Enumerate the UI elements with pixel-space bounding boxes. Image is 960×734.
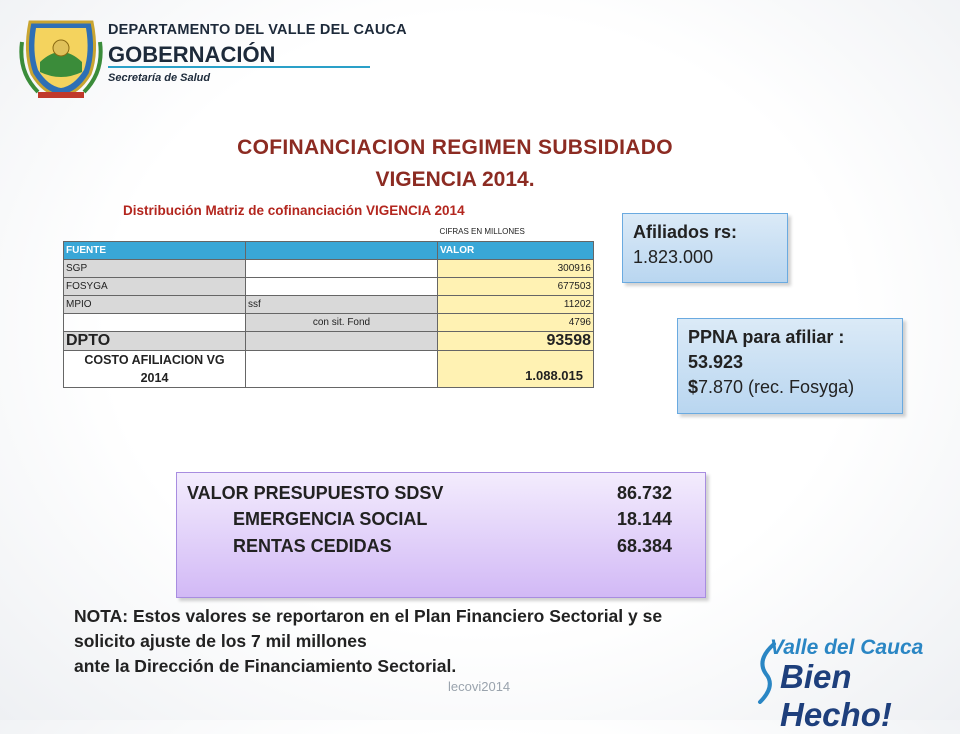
cofinancing-table: CIFRAS EN MILLONES FUENTE VALOR SGP 3009… (63, 223, 594, 388)
brand-logo-line1: Valle del Cauca (770, 636, 924, 659)
table-row-dpto: DPTO 93598 (63, 330, 594, 351)
table-row: MPIO ssf 11202 (63, 294, 594, 314)
row-fuente (63, 312, 246, 332)
org-secretariat-name: Secretaría de Salud (108, 72, 211, 84)
ppna-currency-symbol: $ (688, 377, 699, 397)
dpto-label: DPTO (63, 330, 246, 351)
header-divider (108, 66, 370, 68)
costo-valor: 1.088.015 (437, 349, 594, 388)
table-row: con sit. Fond 4796 (63, 312, 594, 332)
budget-box: VALOR PRESUPUESTO SDSV 86.732 EMERGENCIA… (176, 472, 706, 598)
budget-value: 86.732 (617, 483, 673, 503)
coat-of-arms-icon (18, 12, 104, 100)
row-fuente: FOSYGA (63, 276, 246, 296)
budget-label: RENTAS CEDIDAS (233, 536, 392, 556)
page-title-year: VIGENCIA 2014. (375, 168, 535, 191)
org-government-name: GOBERNACIÓN (108, 42, 276, 67)
row-valor: 300916 (437, 258, 594, 278)
ppna-count: 53.923 (688, 352, 744, 372)
table-row: FOSYGA 677503 (63, 276, 594, 296)
budget-row: RENTAS CEDIDAS 68.384 (177, 536, 705, 562)
table-subtitle: Distribución Matriz de cofinanciación VI… (123, 203, 465, 218)
table-row: SGP 300916 (63, 258, 594, 278)
row-valor: 4796 (437, 312, 594, 332)
costo-label: COSTO AFILIACION VG 2014 (63, 349, 246, 388)
column-header-fuente: FUENTE (63, 240, 246, 260)
brand-logo-line2: Bien Hecho! (780, 658, 892, 733)
budget-value: 68.384 (617, 536, 673, 556)
column-header-valor: VALOR (437, 240, 594, 260)
budget-row: VALOR PRESUPUESTO SDSV 86.732 (177, 483, 705, 509)
costo-label-line1: COSTO AFILIACION VG (84, 352, 225, 367)
note-text: NOTA: Estos valores se reportaron en el … (74, 604, 662, 679)
dpto-valor: 93598 (437, 330, 594, 351)
ppna-amount-text: 7.870 (rec. Fosyga) (698, 377, 855, 397)
ppna-label: PPNA para afiliar : (688, 327, 845, 347)
org-department-name: DEPARTAMENTO DEL VALLE DEL CAUCA (108, 22, 407, 38)
costo-label-line2: 2014 (140, 370, 169, 385)
budget-row: EMERGENCIA SOCIAL 18.144 (177, 509, 705, 535)
note-line1: NOTA: Estos valores se reportaron en el … (74, 606, 663, 626)
footer-text: lecovi2014 (448, 679, 511, 694)
budget-label: VALOR PRESUPUESTO SDSV (187, 483, 444, 503)
row-fuente: MPIO (63, 294, 246, 314)
units-note: CIFRAS EN MILLONES (439, 227, 525, 237)
row-fuente: SGP (63, 258, 246, 278)
afiliados-label: Afiliados rs: (633, 222, 738, 242)
table-row-costo: COSTO AFILIACION VG 2014 1.088.015 (63, 349, 594, 388)
row-sub: con sit. Fond (245, 312, 438, 332)
ppna-callout: PPNA para afiliar : 53.923 $7.870 (rec. … (677, 318, 903, 414)
row-valor: 11202 (437, 294, 594, 314)
ppna-amount: $7.870 (rec. Fosyga) (688, 375, 892, 400)
afiliados-value: 1.823.000 (633, 247, 714, 267)
brand-swirl-icon (752, 642, 782, 704)
row-sub: ssf (245, 294, 438, 314)
afiliados-callout: Afiliados rs: 1.823.000 (622, 213, 788, 283)
budget-label: EMERGENCIA SOCIAL (233, 509, 428, 529)
table-header-row: FUENTE VALOR (63, 240, 594, 260)
note-line2: solicito ajuste de los 7 mil millones (74, 631, 367, 651)
row-valor: 677503 (437, 276, 594, 296)
budget-value: 18.144 (617, 509, 673, 529)
page-title: COFINANCIACION REGIMEN SUBSIDIADO (237, 136, 673, 159)
note-line3: ante la Dirección de Financiamiento Sect… (74, 656, 457, 676)
